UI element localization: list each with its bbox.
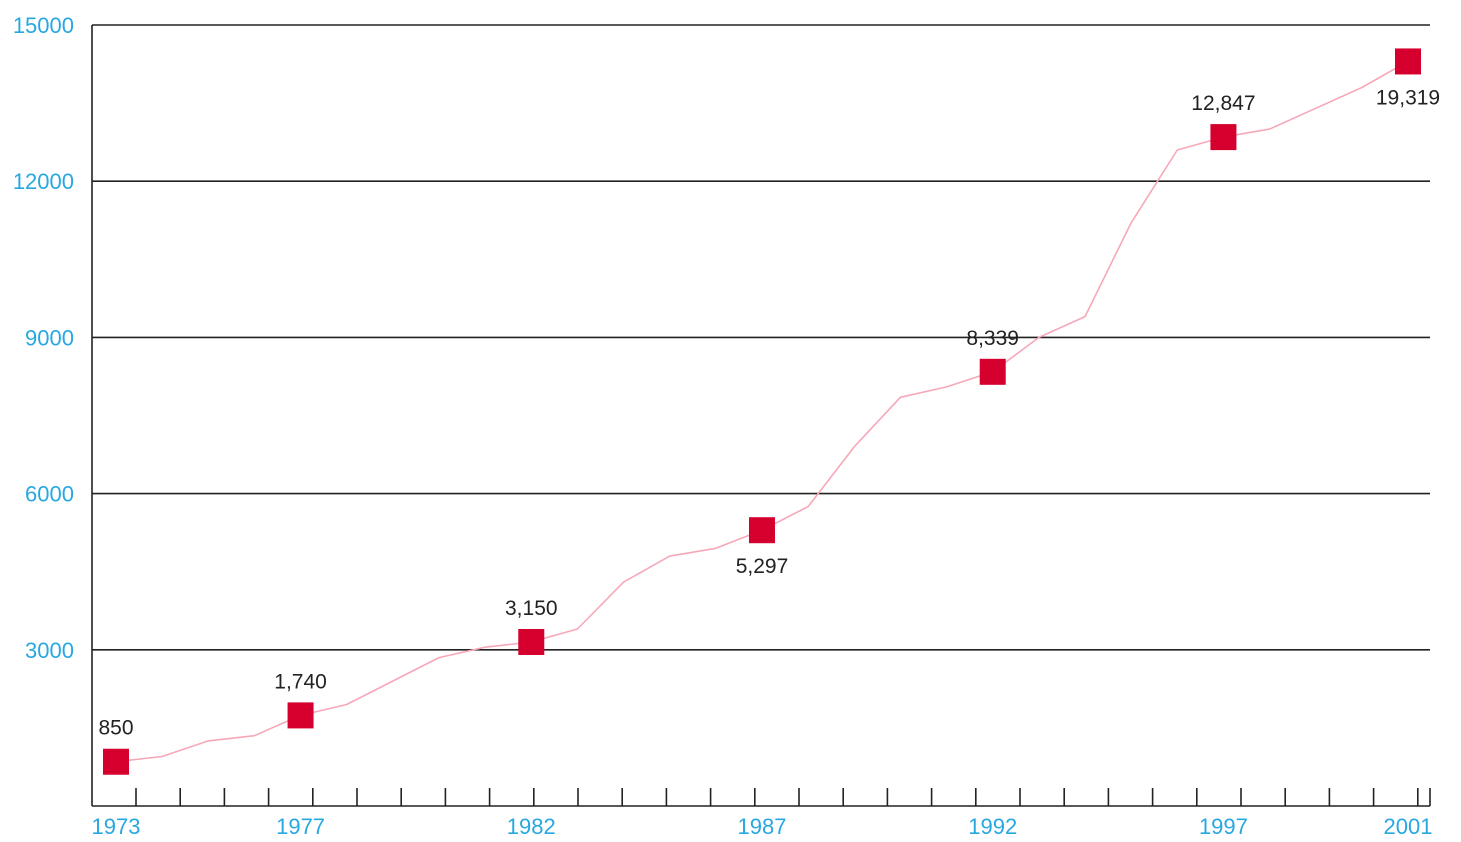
data-label: 3,150 [505,597,558,620]
axes [91,25,1431,807]
data-label: 8,339 [966,327,1019,350]
x-tick-label: 1992 [968,814,1017,839]
series-line-layer [115,60,1409,763]
x-tick-label: 1982 [507,814,556,839]
data-label: 12,847 [1191,92,1255,115]
y-tick-label: 6000 [25,482,74,507]
data-label: 850 [98,717,133,740]
data-labels: 850 1,740 3,150 5,297 8,339 12,847 19,319 [98,86,1440,739]
y-tick-label: 15000 [13,13,74,38]
gridlines [92,24,1430,651]
y-tick-label: 12000 [13,169,74,194]
data-point-marker [518,628,545,655]
x-tick-label: 2001 [1384,814,1433,839]
x-tick-label: 1977 [276,814,325,839]
data-point-marker [1210,124,1237,151]
y-tick-label: 9000 [25,325,74,350]
data-label: 1,740 [274,670,327,693]
data-point-marker [1395,48,1421,75]
data-point-marker [103,748,129,775]
data-label: 5,297 [736,555,789,578]
x-axis-tick-labels: 1973 1977 1982 1987 1992 1997 2001 [92,814,1433,839]
data-label: 19,319 [1376,86,1440,109]
series-line [115,60,1409,763]
x-tick-label: 1997 [1199,814,1248,839]
data-point-marker [979,358,1006,385]
x-tick-label: 1987 [738,814,787,839]
y-tick-label: 3000 [25,638,74,663]
markers [103,48,1421,775]
x-tick-label: 1973 [92,814,141,839]
data-point-marker [287,702,314,729]
data-point-marker [749,517,775,544]
y-axis-tick-labels: 3000 6000 9000 12000 15000 [13,13,74,663]
